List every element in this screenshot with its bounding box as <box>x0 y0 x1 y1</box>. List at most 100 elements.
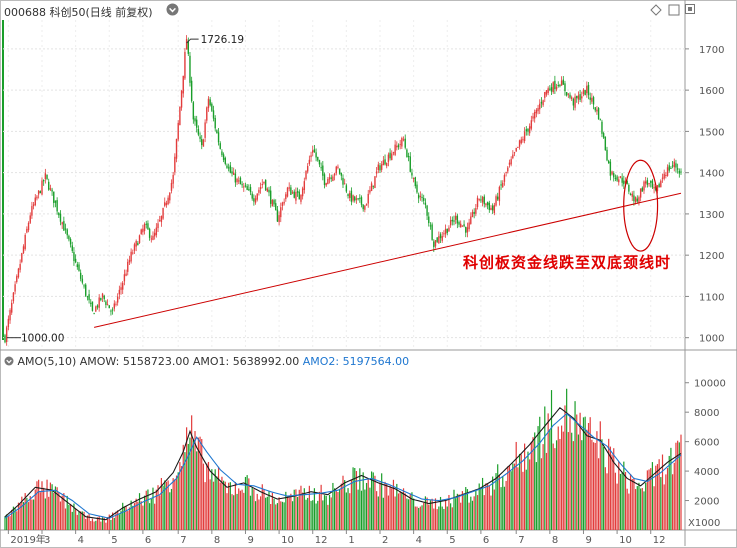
candle-body <box>392 152 395 154</box>
amo-bar <box>547 413 549 530</box>
chevron-down-icon[interactable] <box>4 356 14 366</box>
amo-bar <box>90 521 92 530</box>
amo-bar <box>19 503 21 530</box>
amo-bar <box>117 510 119 530</box>
amo-bar <box>206 463 208 530</box>
candle-body <box>135 240 137 247</box>
amo-bar <box>81 511 83 530</box>
candle-body <box>204 122 206 138</box>
candle-body <box>527 128 529 132</box>
amo-bar <box>128 507 131 530</box>
candle-body <box>34 197 36 206</box>
amo-bar <box>628 493 630 530</box>
amo-bar <box>589 417 591 530</box>
amo-bar <box>453 489 455 530</box>
amo-bar <box>249 495 252 530</box>
candle-body <box>5 327 8 343</box>
amo-bar <box>522 471 524 530</box>
amo-bar <box>399 491 401 530</box>
amo-bar <box>675 442 677 530</box>
candle-body <box>216 130 218 134</box>
amo-bar <box>63 493 65 530</box>
candle-body <box>510 159 512 165</box>
amo-bar <box>407 499 410 530</box>
checkbox-icon[interactable] <box>668 4 680 19</box>
amo-bar <box>503 486 506 530</box>
amo-bar <box>216 476 218 530</box>
amo-bar <box>414 506 416 530</box>
candle-body <box>147 223 149 230</box>
amo-bar <box>154 503 156 530</box>
candle-body <box>288 187 290 189</box>
date-tick-label: 6 <box>145 535 151 546</box>
candle-body <box>438 236 440 244</box>
amo-bar <box>468 502 470 530</box>
amo-bar <box>285 491 287 530</box>
amo-bar <box>581 440 583 530</box>
amo-bar <box>11 509 13 530</box>
candle-body <box>581 96 583 99</box>
amo-bar <box>12 506 15 530</box>
amo-bar <box>603 446 605 530</box>
candle-body <box>333 173 336 176</box>
candle-body <box>244 185 247 187</box>
candle-body <box>634 197 637 203</box>
candle-body <box>44 173 47 180</box>
amo-bar <box>224 481 226 530</box>
candle-body <box>528 126 531 134</box>
candle-body <box>345 185 348 192</box>
amo-bar <box>275 504 277 530</box>
chevron-down-icon[interactable] <box>166 3 179 19</box>
candle-body <box>512 154 514 159</box>
candle-body <box>315 152 317 158</box>
amo-bar <box>180 466 183 530</box>
candle-body <box>180 90 183 108</box>
date-tick-label: 8 <box>552 535 558 546</box>
candle-body <box>589 97 591 100</box>
amo-bar <box>513 463 516 530</box>
candle-body <box>59 213 62 222</box>
candle-body <box>49 188 52 190</box>
amo-bar <box>495 473 497 530</box>
candle-body <box>557 85 559 87</box>
amo-bar <box>58 492 60 530</box>
amo-bar <box>118 514 120 530</box>
amo-bar <box>439 496 442 530</box>
candle-body <box>221 151 223 156</box>
candle-body <box>354 196 356 201</box>
date-tick-label: 7 <box>518 535 524 546</box>
candle-body <box>525 129 527 132</box>
amo-bar <box>288 497 290 530</box>
candle-body <box>127 261 129 272</box>
amo-bar <box>678 442 680 530</box>
amo-bar <box>133 503 136 530</box>
candle-body <box>591 97 593 102</box>
candles <box>4 35 682 346</box>
diamond-icon[interactable] <box>650 4 662 19</box>
candle-body <box>491 205 494 211</box>
date-tick-label: 5 <box>449 535 455 546</box>
candle-body <box>542 100 544 106</box>
candle-body <box>105 301 107 305</box>
amo-bar <box>655 465 657 530</box>
amo-bar <box>196 451 198 530</box>
amo2-line <box>4 412 682 519</box>
amo-bar <box>344 480 346 530</box>
amo-bar <box>78 511 80 530</box>
maximize-icon[interactable] <box>684 3 696 18</box>
candle-body <box>483 196 485 205</box>
candle-body <box>532 116 534 119</box>
amo-bar <box>421 505 423 530</box>
amo-bar <box>507 466 509 530</box>
candle-body <box>495 196 497 206</box>
candle-body <box>636 198 638 202</box>
amo-bar <box>86 515 88 530</box>
candle-body <box>552 82 554 93</box>
amo-bar <box>409 493 411 530</box>
amo-bar <box>458 494 460 530</box>
amo-bar <box>43 487 45 530</box>
amo-bar <box>157 485 159 530</box>
candle-body <box>190 80 193 102</box>
candle-body <box>254 198 257 203</box>
amo-bar <box>137 501 139 530</box>
